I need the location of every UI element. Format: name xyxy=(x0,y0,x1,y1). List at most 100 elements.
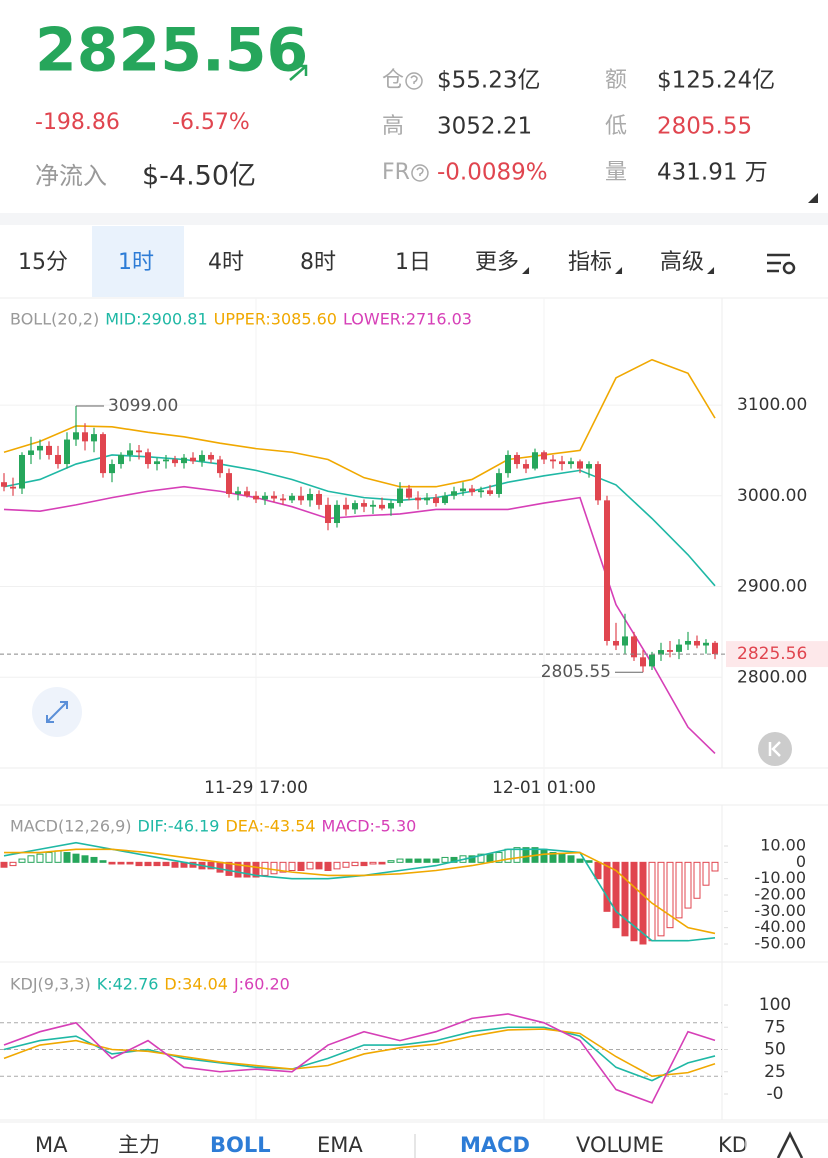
candle-body xyxy=(316,493,322,505)
y-tick-label: 50 xyxy=(764,1040,786,1060)
macd-bar xyxy=(522,847,530,863)
stat-value: -0.0089% xyxy=(437,160,548,186)
candle-body xyxy=(523,464,529,469)
stat-label: 量 xyxy=(605,160,627,185)
candle-body xyxy=(433,497,439,504)
stat-label: 仓 xyxy=(382,68,404,93)
macd-bar xyxy=(297,861,305,871)
expand-triangle[interactable] xyxy=(808,193,818,203)
macd-bar xyxy=(657,861,665,937)
candle-body xyxy=(262,495,268,500)
macd-bar xyxy=(405,858,413,863)
candle-body xyxy=(37,445,43,451)
candle-body xyxy=(154,461,160,465)
candle-body xyxy=(73,432,79,440)
macd-bar xyxy=(333,861,341,870)
macd-bar xyxy=(18,858,26,863)
macd-bar xyxy=(612,861,620,929)
help-icon-mark xyxy=(410,75,418,84)
y-tick-label: 2900.00 xyxy=(737,577,807,597)
macd-bar xyxy=(342,861,350,868)
timeframe-tab[interactable]: 高级 xyxy=(660,250,704,275)
stat-label: 额 xyxy=(605,68,627,93)
net-inflow: $-4.50亿 xyxy=(142,161,256,192)
candle-body xyxy=(181,457,187,464)
candle-body xyxy=(109,464,115,474)
macd-bar xyxy=(684,861,692,909)
macd-bar xyxy=(423,858,431,863)
macd-bar xyxy=(630,861,638,942)
macd-bar xyxy=(306,861,314,870)
macd-bar xyxy=(36,853,44,863)
candle-body xyxy=(658,650,664,655)
timeframe-tab[interactable]: 4时 xyxy=(208,250,244,275)
indicator-tab[interactable]: 主力 xyxy=(118,1133,160,1157)
indicator-legend: D:34.04 xyxy=(164,975,228,994)
indicator-legend: BOLL(20,2) xyxy=(10,310,99,329)
help-icon[interactable] xyxy=(405,72,423,90)
y-tick-label: 75 xyxy=(764,1017,786,1037)
stat-value: 431.91 万 xyxy=(657,160,768,186)
help-icon[interactable] xyxy=(411,164,429,182)
y-tick-label: -50.00 xyxy=(754,934,806,953)
timeframe-tab[interactable]: 1日 xyxy=(395,250,431,275)
dropdown-triangle xyxy=(615,267,623,274)
candle-body xyxy=(631,636,637,658)
last-price: 2825.56 xyxy=(35,16,308,86)
candle-body xyxy=(28,450,34,455)
candle-body xyxy=(298,495,304,501)
candle-body xyxy=(136,450,142,453)
macd-bar xyxy=(396,858,404,863)
scroll-latest-button[interactable] xyxy=(758,732,792,766)
indicator-tab[interactable]: VOLUME xyxy=(576,1133,664,1157)
candle-body xyxy=(550,459,556,462)
settings-icon[interactable] xyxy=(767,253,796,275)
candle-body xyxy=(172,459,178,464)
macd-bar xyxy=(81,855,89,863)
candle-body xyxy=(190,457,196,462)
fullscreen-button[interactable] xyxy=(32,687,82,737)
timeframe-tab[interactable]: 8时 xyxy=(300,250,336,275)
macd-bar xyxy=(27,855,35,863)
candle-body xyxy=(496,473,502,494)
candle-body xyxy=(19,454,25,489)
indicator-tab[interactable]: MACD xyxy=(460,1133,530,1157)
candle-body xyxy=(397,488,403,504)
macd-bar xyxy=(252,861,260,878)
y-tick-label: -20.00 xyxy=(754,885,806,904)
macd-bar xyxy=(504,848,512,863)
timeframe-tab[interactable]: 15分 xyxy=(18,250,68,275)
candle-body xyxy=(145,452,151,465)
indicator-tab[interactable]: KD xyxy=(718,1133,748,1157)
macd-bar xyxy=(414,858,422,863)
annotation-label: 2805.55 xyxy=(541,662,611,682)
candle-body xyxy=(289,495,295,501)
candle-body xyxy=(370,504,376,507)
candle-body xyxy=(460,488,466,492)
macd-bar xyxy=(270,861,278,875)
macd-bar xyxy=(117,861,125,865)
timeframe-tab[interactable]: 1时 xyxy=(118,250,154,275)
last-price-tag-bg xyxy=(726,641,828,668)
candle-body xyxy=(334,504,340,524)
timeframe-tab[interactable]: 指标 xyxy=(568,250,612,275)
macd-bar xyxy=(711,861,719,872)
candle-body xyxy=(118,454,124,465)
candle-body xyxy=(1,482,7,487)
candle-body xyxy=(127,450,133,455)
price-change-pct: -6.57% xyxy=(172,110,250,135)
indicator-tab[interactable]: MA xyxy=(35,1133,68,1157)
indicator-tab[interactable]: EMA xyxy=(317,1133,363,1157)
last-price-tag: 2825.56 xyxy=(737,644,807,664)
y-tick-label: -30.00 xyxy=(754,901,806,920)
macd-bar xyxy=(153,861,161,867)
candle-body xyxy=(649,654,655,667)
indicator-tab[interactable]: BOLL xyxy=(210,1133,271,1157)
help-icon-mark xyxy=(416,167,424,176)
timeframe-tab[interactable]: 更多 xyxy=(475,250,519,275)
macd-bar xyxy=(477,853,485,863)
stat-label: 高 xyxy=(382,114,404,139)
indicator-legend: MACD(12,26,9) xyxy=(10,817,132,836)
draw-tool-icon[interactable] xyxy=(776,1131,804,1158)
candle-body xyxy=(514,454,520,465)
